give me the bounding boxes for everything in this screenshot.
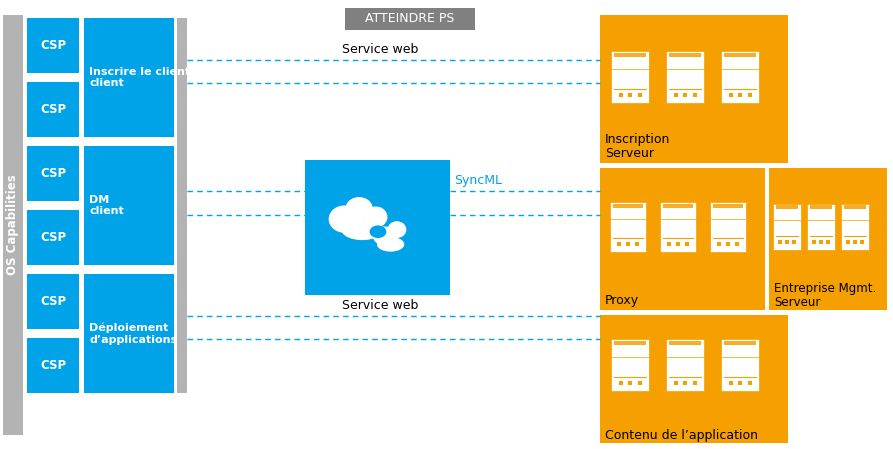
Bar xyxy=(27,274,79,329)
Bar xyxy=(666,51,704,103)
Bar xyxy=(27,146,79,201)
Ellipse shape xyxy=(329,206,360,233)
Text: Inscription: Inscription xyxy=(605,133,671,146)
Bar xyxy=(27,18,79,73)
Bar xyxy=(84,146,174,265)
Text: Entreprise Mgmt.: Entreprise Mgmt. xyxy=(774,282,876,295)
Bar xyxy=(747,93,752,97)
Bar xyxy=(628,381,632,385)
Bar xyxy=(683,381,687,385)
Text: ATTEINDRE PS: ATTEINDRE PS xyxy=(365,13,455,26)
Bar xyxy=(846,240,850,244)
Bar xyxy=(673,381,678,385)
Text: Déploiement
d’applications: Déploiement d’applications xyxy=(89,322,177,344)
Bar xyxy=(305,160,450,295)
Text: Serveur: Serveur xyxy=(605,147,654,160)
Bar xyxy=(84,18,174,137)
Text: Proxy: Proxy xyxy=(605,294,639,307)
Ellipse shape xyxy=(388,221,406,238)
Text: Service web: Service web xyxy=(342,43,418,56)
Bar xyxy=(345,8,475,30)
Ellipse shape xyxy=(372,226,396,245)
Text: Service web: Service web xyxy=(342,299,418,312)
Bar xyxy=(600,15,788,163)
Text: Contenu de l’application: Contenu de l’application xyxy=(605,429,758,442)
Bar xyxy=(619,93,622,97)
Text: CSP: CSP xyxy=(40,231,66,244)
Bar xyxy=(666,339,704,391)
Ellipse shape xyxy=(370,225,387,238)
Text: CSP: CSP xyxy=(40,39,66,52)
Bar xyxy=(611,51,649,103)
Bar xyxy=(177,18,187,393)
Bar xyxy=(676,242,680,246)
Bar xyxy=(785,240,789,244)
Bar xyxy=(778,240,782,244)
Bar xyxy=(726,242,730,246)
Bar xyxy=(721,339,759,391)
Text: OS Capabilities: OS Capabilities xyxy=(6,175,20,275)
Bar xyxy=(600,168,765,310)
Text: CSP: CSP xyxy=(40,103,66,116)
Bar xyxy=(660,202,696,252)
Ellipse shape xyxy=(377,237,405,251)
Text: Inscrire le client
client: Inscrire le client client xyxy=(89,67,190,88)
Bar xyxy=(3,15,23,435)
Bar xyxy=(667,242,671,246)
Bar xyxy=(826,240,830,244)
Bar xyxy=(638,381,641,385)
Ellipse shape xyxy=(364,207,388,228)
Bar xyxy=(27,338,79,393)
Bar xyxy=(747,381,752,385)
Bar xyxy=(610,202,646,252)
Bar xyxy=(683,93,687,97)
Bar xyxy=(792,240,796,244)
Bar xyxy=(710,202,746,252)
Text: CSP: CSP xyxy=(40,359,66,372)
Bar xyxy=(738,381,742,385)
Bar xyxy=(673,93,678,97)
Bar xyxy=(27,210,79,265)
Ellipse shape xyxy=(341,219,383,240)
Text: Serveur: Serveur xyxy=(774,296,821,309)
Bar xyxy=(611,339,649,391)
Bar xyxy=(717,242,721,246)
Bar xyxy=(27,82,79,137)
Bar xyxy=(619,381,622,385)
Bar xyxy=(628,93,632,97)
Bar xyxy=(773,204,801,250)
Text: SyncML: SyncML xyxy=(454,174,502,187)
Bar xyxy=(853,240,857,244)
Bar xyxy=(626,242,630,246)
Bar xyxy=(860,240,864,244)
Bar xyxy=(635,242,639,246)
Bar xyxy=(735,242,739,246)
Bar xyxy=(638,93,641,97)
Bar xyxy=(769,168,887,310)
Bar xyxy=(617,242,621,246)
Text: CSP: CSP xyxy=(40,167,66,180)
Bar xyxy=(812,240,816,244)
Bar xyxy=(692,381,697,385)
Bar xyxy=(600,315,788,443)
Bar xyxy=(841,204,869,250)
Text: DM
client: DM client xyxy=(89,195,124,216)
Bar xyxy=(819,240,823,244)
Ellipse shape xyxy=(346,197,372,220)
Bar xyxy=(738,93,742,97)
Bar xyxy=(685,242,689,246)
Bar xyxy=(729,381,732,385)
Bar xyxy=(807,204,835,250)
Text: CSP: CSP xyxy=(40,295,66,308)
Bar xyxy=(729,93,732,97)
Bar xyxy=(692,93,697,97)
Bar xyxy=(84,274,174,393)
Bar xyxy=(721,51,759,103)
